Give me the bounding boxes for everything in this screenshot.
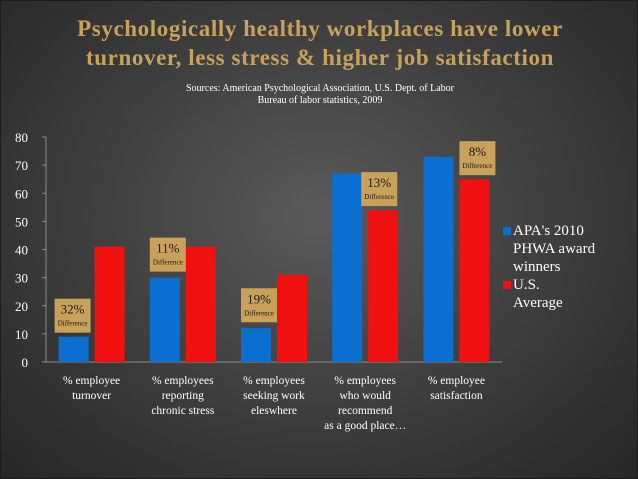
difference-value: 13% [367,175,391,190]
x-category-label: eleswhere [251,405,297,417]
legend-swatch [503,227,511,235]
difference-label: Difference [364,193,394,201]
y-tick-label: 20 [15,299,28,314]
bar-series-1 [58,336,89,362]
bar-series-1 [332,173,363,362]
difference-box [149,237,186,272]
legend-swatch [503,281,511,289]
y-tick-label: 80 [15,130,28,145]
x-category-label: % employee [428,375,485,387]
bar-series-2 [459,179,490,362]
bar-series-1 [241,328,271,362]
x-category-label: recommend [338,405,393,417]
x-category-label: as a good place… [324,420,406,432]
x-category-label: % employees [334,375,396,387]
difference-box [459,141,496,176]
bar-series-2 [277,274,307,362]
difference-label: Difference [153,259,183,267]
difference-box [241,288,277,323]
slide-title: Psychologically healthy workplaces have … [30,14,610,72]
difference-box [361,172,398,207]
x-category-label: % employees [243,375,305,387]
y-tick-label: 30 [15,271,28,286]
x-category-label: % employee [63,375,120,387]
x-category-label: chronic stress [151,405,214,417]
difference-box [54,298,91,333]
x-category-label: turnover [72,390,111,402]
bar-series-2 [368,210,399,362]
bar-series-2 [94,246,125,362]
y-tick-label: 10 [15,327,28,342]
legend-label: winners [513,259,561,275]
chart-legend: APA's 2010 PHWA award winners U.S. Average [503,222,633,312]
x-category-label: who would [339,390,391,402]
bar-series-1 [423,156,454,362]
legend-label: APA's 2010 [513,223,584,239]
sources-line-1: Sources: American Psychological Associat… [185,83,454,94]
title-line-2: turnover, less stress & higher job satis… [86,45,554,70]
y-tick-label: 40 [15,243,28,258]
y-tick-label: 0 [22,355,29,370]
x-category-label: reporting [162,390,204,402]
y-tick-label: 70 [15,158,28,173]
y-tick-label: 60 [15,186,28,201]
x-category-label: satisfaction [430,390,483,402]
difference-value: 32% [61,302,85,317]
legend-label: Average [513,295,563,311]
sources-line-2: Bureau of labor statistics, 2009 [257,95,383,106]
legend-label: PHWA award [513,241,596,257]
legend-item: APA's 2010 PHWA award winners [503,222,633,276]
bar-series-2 [185,246,216,362]
difference-value: 11% [156,241,180,256]
y-tick-label: 50 [15,214,28,229]
difference-label: Difference [463,162,493,170]
legend-item: U.S. Average [503,276,633,312]
difference-label: Difference [244,309,274,317]
legend-label: U.S. [513,277,540,293]
bar-series-1 [149,277,180,362]
x-category-label: % employees [152,375,214,387]
title-line-1: Psychologically healthy workplaces have … [77,16,563,41]
difference-label: Difference [58,320,88,328]
difference-value: 19% [247,291,271,306]
difference-value: 8% [469,144,487,159]
x-category-label: seeking work [243,390,305,402]
sources-note: Sources: American Psychological Associat… [140,83,500,107]
